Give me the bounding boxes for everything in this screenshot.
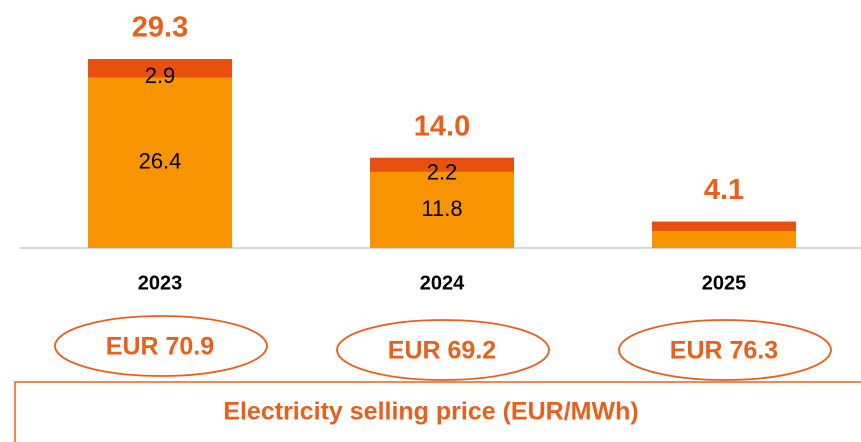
- caption: Electricity selling price (EUR/MWh): [223, 398, 638, 426]
- total-label: 4.1: [704, 174, 744, 206]
- bar-segment: [88, 77, 232, 248]
- segment-label: 11.8: [421, 196, 462, 221]
- segment-label: 26.4: [139, 149, 182, 174]
- x-tick-label: 2025: [702, 272, 747, 294]
- bar-segment: [370, 171, 514, 248]
- segment-label: 2.9: [145, 63, 176, 88]
- bar-segment: [88, 59, 232, 78]
- price-label: EUR 70.9: [106, 333, 214, 361]
- bar-segment: [370, 157, 514, 172]
- bar-segment: [652, 221, 796, 232]
- price-ellipse: [54, 315, 268, 377]
- total-label: 14.0: [414, 110, 470, 142]
- x-tick-label: 2023: [138, 272, 183, 294]
- x-tick-label: 2024: [420, 272, 465, 294]
- caption-bracket: [14, 381, 861, 442]
- price-ellipse: [336, 319, 550, 381]
- price-label: EUR 76.3: [670, 337, 778, 365]
- price-label: EUR 69.2: [388, 337, 496, 365]
- total-label: 29.3: [132, 12, 188, 44]
- segment-label: 2.2: [427, 160, 458, 185]
- bar-segment: [652, 231, 796, 248]
- price-ellipse: [618, 319, 832, 381]
